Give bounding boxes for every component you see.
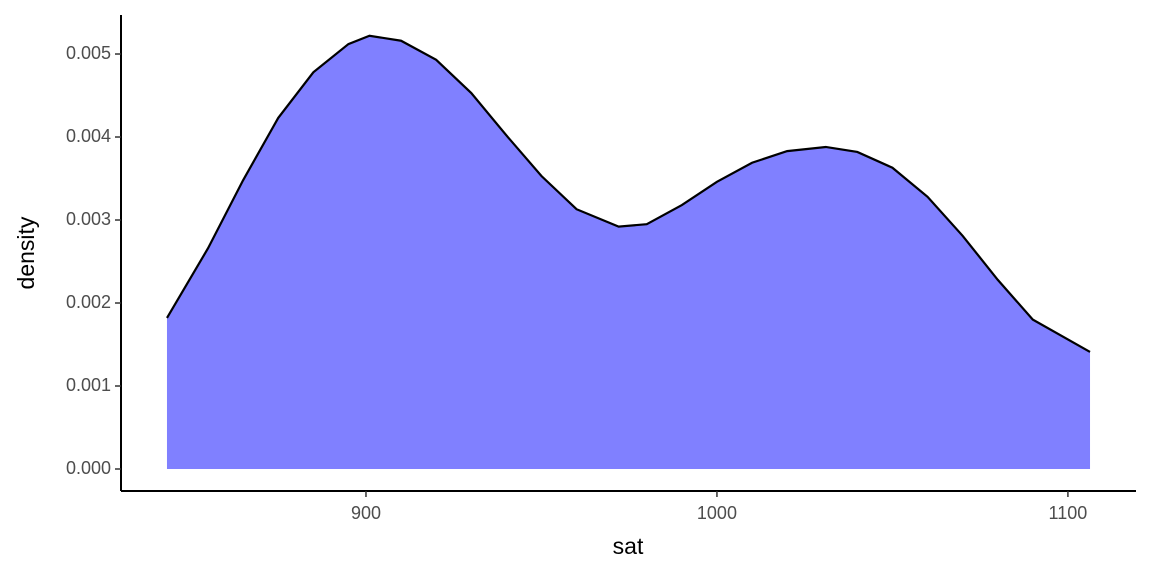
density-area xyxy=(166,35,1091,470)
y-tick-label: 0.005 xyxy=(66,43,111,63)
x-tick-label: 900 xyxy=(351,503,381,523)
y-tick-label: 0.001 xyxy=(66,375,111,395)
x-tick-label: 1000 xyxy=(697,503,737,523)
density-line xyxy=(166,34,1091,353)
x-axis-title: sat xyxy=(613,533,644,559)
y-tick-label: 0.002 xyxy=(66,292,111,312)
x-tick-label: 1100 xyxy=(1049,503,1088,523)
y-tick-label: 0.003 xyxy=(66,209,111,229)
y-axis-title: density xyxy=(13,216,39,289)
y-tick-label: 0.004 xyxy=(66,126,111,146)
y-tick-label: 0.000 xyxy=(66,458,111,478)
